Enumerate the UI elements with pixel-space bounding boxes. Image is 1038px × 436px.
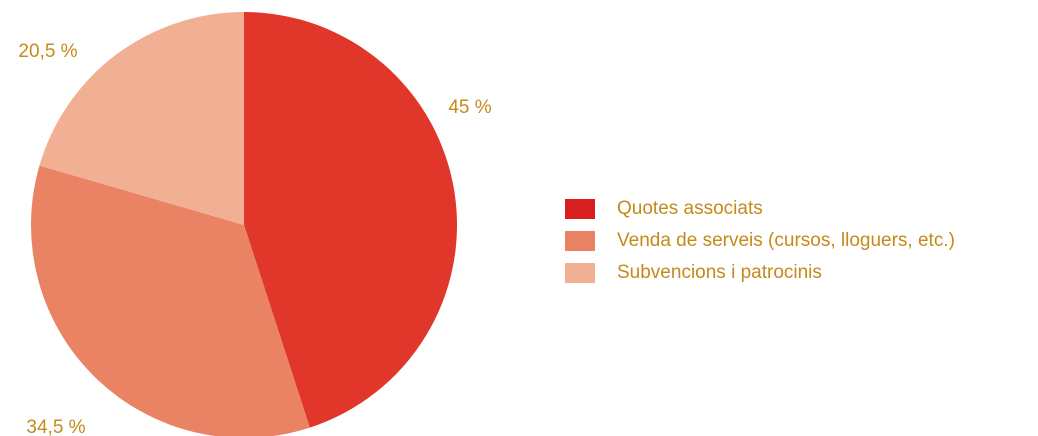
slice-value-label-subvencions-i-patrocinis: 20,5 % — [18, 41, 77, 62]
pie-slice-venda-de-serveis-cursos-lloguers-etc — [31, 165, 310, 436]
slice-value-label-venda-de-serveis-cursos-lloguers-etc: 34,5 % — [26, 417, 85, 436]
legend-item-quotes-associats: Quotes associats — [565, 193, 955, 225]
legend-label-quotes-associats: Quotes associats — [617, 198, 763, 219]
legend-label-venda-de-serveis: Venda de serveis (cursos, lloguers, etc.… — [617, 230, 955, 251]
legend-item-venda-de-serveis: Venda de serveis (cursos, lloguers, etc.… — [565, 225, 955, 257]
legend-label-subvencions-i-patrocinis: Subvencions i patrocinis — [617, 262, 822, 283]
chart-legend: Quotes associats Venda de serveis (curso… — [565, 193, 955, 289]
pie-slice-quotes-associats — [244, 12, 458, 428]
legend-item-subvencions-i-patrocinis: Subvencions i patrocinis — [565, 257, 955, 289]
legend-swatch-venda-de-serveis — [565, 231, 595, 251]
pie-slice-subvencions-i-patrocinis — [39, 12, 245, 225]
legend-swatch-subvencions-i-patrocinis — [565, 263, 595, 283]
slice-value-label-quotes-associats: 45 % — [448, 97, 491, 118]
legend-swatch-quotes-associats — [565, 199, 595, 219]
